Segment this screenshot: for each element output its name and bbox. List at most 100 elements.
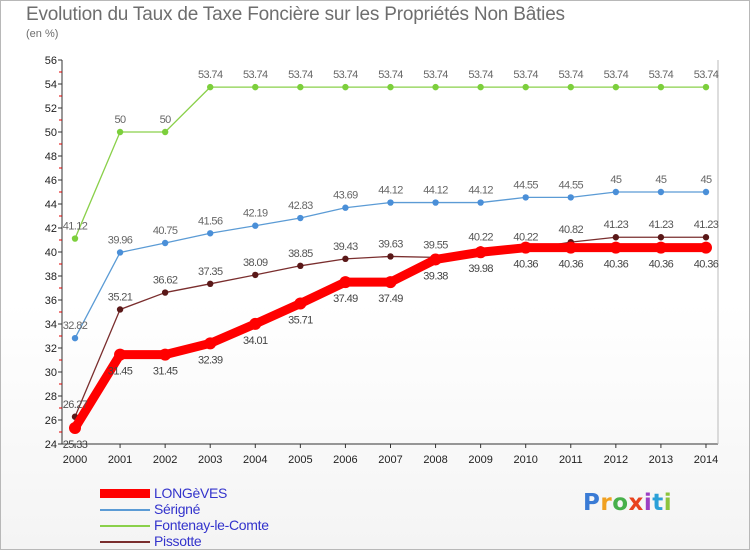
y-tick-label: 30 xyxy=(45,367,57,379)
legend-label-fontenay: Fontenay-le-Comte xyxy=(154,517,269,533)
data-point-0-1 xyxy=(114,348,127,361)
data-point-0-3 xyxy=(204,337,217,350)
x-tick-label: 2001 xyxy=(108,454,132,466)
y-tick-label: 32 xyxy=(45,343,57,355)
y-tick-label: 36 xyxy=(45,295,57,307)
logo-letter: P xyxy=(583,490,601,516)
data-point-2-3 xyxy=(207,83,214,91)
x-tick-label: 2007 xyxy=(378,454,402,466)
y-tick-label: 54 xyxy=(45,79,57,91)
data-label-1-10: 44.55 xyxy=(513,179,538,191)
data-point-3-6 xyxy=(342,255,349,263)
data-label-3-8: 39.55 xyxy=(423,239,448,251)
data-label-1-1: 39.96 xyxy=(108,234,133,246)
logo-letter: i xyxy=(663,490,673,516)
data-point-1-2 xyxy=(161,239,169,247)
data-point-0-9 xyxy=(474,246,487,259)
x-tick-label: 2013 xyxy=(649,454,673,466)
data-point-3-1 xyxy=(116,306,124,313)
data-point-1-11 xyxy=(567,194,574,201)
data-label-3-10: 40.22 xyxy=(513,231,538,243)
data-label-1-2: 40.75 xyxy=(153,225,178,237)
data-point-3-5 xyxy=(297,262,304,269)
x-tick-label: 2003 xyxy=(198,454,222,466)
data-point-3-3 xyxy=(207,280,214,287)
data-label-1-3: 41.56 xyxy=(198,215,223,227)
legend-label-serigne: Sérigné xyxy=(154,501,201,517)
data-label-1-0: 32.82 xyxy=(63,320,88,332)
data-point-1-3 xyxy=(207,230,214,237)
data-label-2-9: 53.74 xyxy=(468,69,493,81)
data-label-1-12: 45 xyxy=(610,174,622,186)
data-label-3-1: 35.21 xyxy=(108,291,133,303)
data-label-2-8: 53.74 xyxy=(423,69,448,81)
data-label-1-13: 45 xyxy=(655,174,667,186)
data-label-1-4: 42.19 xyxy=(243,208,268,220)
data-label-1-5: 42.83 xyxy=(288,200,313,212)
data-point-0-12 xyxy=(609,241,622,254)
data-point-2-2 xyxy=(161,128,169,136)
data-point-0-0 xyxy=(69,422,81,435)
y-tick-label: 52 xyxy=(45,103,57,115)
data-label-3-5: 38.85 xyxy=(288,248,313,260)
x-tick-label: 2012 xyxy=(604,454,628,466)
data-point-0-13 xyxy=(654,241,667,254)
data-label-0-2: 31.45 xyxy=(153,366,178,378)
x-tick-label: 2011 xyxy=(559,454,583,466)
logo-letter: r xyxy=(600,490,613,516)
data-label-0-3: 32.39 xyxy=(198,354,223,366)
data-label-3-0: 26.27 xyxy=(63,399,88,411)
data-point-1-12 xyxy=(612,188,620,196)
y-tick-label: 28 xyxy=(45,391,57,403)
data-label-2-1: 50 xyxy=(115,114,127,126)
x-tick-label: 2004 xyxy=(243,454,267,466)
data-label-0-11: 40.36 xyxy=(559,259,584,271)
data-label-0-12: 40.36 xyxy=(604,259,629,271)
data-point-0-10 xyxy=(519,241,532,254)
data-label-3-4: 38.09 xyxy=(243,257,268,269)
unit-label: (en %) xyxy=(26,28,59,40)
data-label-1-9: 44.12 xyxy=(468,185,493,197)
data-point-0-2 xyxy=(159,348,172,361)
legend-swatch-serigne xyxy=(100,509,150,511)
data-point-2-1 xyxy=(116,128,124,136)
data-label-3-7: 39.63 xyxy=(378,238,403,250)
data-label-0-8: 39.38 xyxy=(423,270,448,282)
chart-title: Evolution du Taux de Taxe Foncière sur l… xyxy=(26,4,565,25)
data-label-2-12: 53.74 xyxy=(604,69,629,81)
data-point-2-8 xyxy=(432,83,439,91)
y-tick-label: 24 xyxy=(45,439,57,451)
data-label-3-6: 39.43 xyxy=(333,241,358,253)
data-label-3-12: 41.23 xyxy=(604,219,629,231)
data-point-3-4 xyxy=(252,271,259,279)
y-tick-label: 42 xyxy=(45,223,57,235)
data-label-0-6: 37.49 xyxy=(333,293,358,305)
data-label-2-13: 53.74 xyxy=(649,69,674,81)
data-point-3-14 xyxy=(702,234,710,241)
data-point-2-10 xyxy=(522,83,529,91)
legend-label-longeves: LONGèVES xyxy=(154,485,228,501)
data-label-2-10: 53.74 xyxy=(513,69,538,81)
data-label-0-14: 40.36 xyxy=(694,259,719,271)
data-point-0-6 xyxy=(339,276,352,289)
legend-swatch-fontenay xyxy=(100,525,150,527)
y-tick-label: 38 xyxy=(45,271,57,283)
x-tick-label: 2002 xyxy=(153,454,177,466)
data-point-0-5 xyxy=(294,297,307,310)
proxiti-logo: Proxiti xyxy=(583,490,672,516)
data-label-1-6: 43.69 xyxy=(333,190,358,202)
data-label-0-4: 34.01 xyxy=(243,335,268,347)
data-label-0-9: 39.98 xyxy=(468,263,493,275)
data-point-0-4 xyxy=(249,317,262,330)
logo-letter: o xyxy=(612,490,629,516)
data-label-0-10: 40.36 xyxy=(513,259,538,271)
data-label-3-13: 41.23 xyxy=(649,219,674,231)
data-label-0-13: 40.36 xyxy=(649,259,674,271)
y-tick-label: 26 xyxy=(45,415,57,427)
logo-letter: x xyxy=(628,490,644,516)
data-label-2-14: 53.74 xyxy=(694,69,719,81)
data-point-2-0 xyxy=(71,235,79,242)
data-point-3-2 xyxy=(161,289,169,296)
legend-swatch-longeves xyxy=(100,489,150,498)
data-point-1-4 xyxy=(252,222,259,229)
